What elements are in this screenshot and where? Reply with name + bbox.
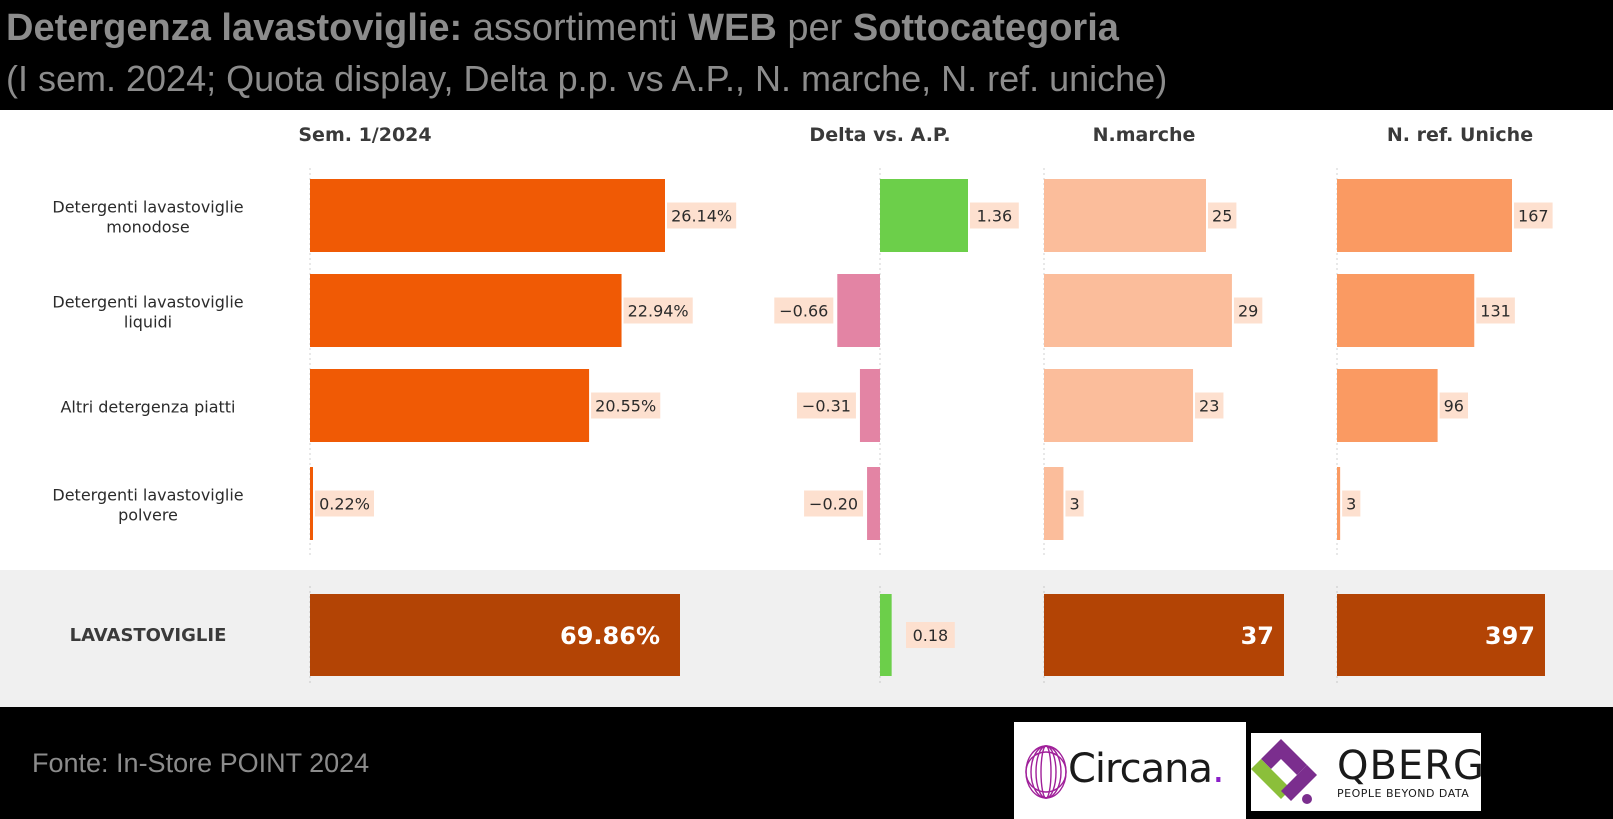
category-label: Altri detergenza piatti bbox=[60, 398, 235, 417]
qberg-tagline: PEOPLE BEYOND DATA bbox=[1337, 787, 1470, 800]
data-label-bg bbox=[1195, 392, 1224, 419]
qberg-wordmark: QBERG bbox=[1337, 743, 1485, 789]
data-label: 96 bbox=[1444, 397, 1464, 416]
data-label-bg bbox=[970, 202, 1019, 229]
source-note: Fonte: In-Store POINT 2024 bbox=[32, 748, 370, 778]
total-bar bbox=[310, 594, 680, 676]
bar bbox=[310, 274, 622, 347]
data-label: 29 bbox=[1238, 302, 1258, 321]
bar bbox=[1337, 179, 1512, 252]
total-value: 69.86% bbox=[560, 622, 660, 650]
total-bar bbox=[880, 594, 892, 676]
bar bbox=[880, 179, 968, 252]
data-label: 20.55% bbox=[595, 397, 656, 416]
data-label-bg bbox=[1208, 202, 1237, 229]
category-label: Detergenti lavastoviglie bbox=[52, 486, 243, 505]
chart-subtitle: (I sem. 2024; Quota display, Delta p.p. … bbox=[6, 58, 1168, 99]
bar bbox=[837, 274, 880, 347]
data-label: 0.22% bbox=[319, 495, 370, 514]
category-label: Detergenti lavastoviglie bbox=[52, 198, 243, 217]
data-label: 25 bbox=[1212, 207, 1232, 226]
circana-icon bbox=[1025, 745, 1067, 799]
data-label: 23 bbox=[1199, 397, 1219, 416]
qberg-logo: QBERG PEOPLE BEYOND DATA bbox=[1251, 733, 1484, 811]
bar bbox=[310, 369, 590, 442]
bar bbox=[310, 467, 313, 540]
data-label-bg bbox=[1233, 297, 1263, 324]
data-label: −0.66 bbox=[779, 302, 828, 321]
total-label: LAVASTOVIGLIE bbox=[70, 625, 227, 646]
data-label: 131 bbox=[1480, 302, 1511, 321]
column-header: N. ref. Uniche bbox=[1387, 124, 1533, 146]
total-value: 37 bbox=[1241, 622, 1274, 650]
bar bbox=[1044, 179, 1206, 252]
bar bbox=[867, 467, 880, 540]
total-bar bbox=[1044, 594, 1284, 676]
bar bbox=[310, 179, 665, 252]
data-label-bg bbox=[315, 490, 374, 517]
data-label-bg bbox=[774, 297, 834, 324]
data-label: 3 bbox=[1069, 495, 1079, 514]
data-label: 3 bbox=[1346, 495, 1356, 514]
column-header: Delta vs. A.P. bbox=[809, 124, 950, 146]
circana-logo: Circana. bbox=[1014, 722, 1246, 819]
data-label: 1.36 bbox=[977, 207, 1013, 226]
total-value: 397 bbox=[1485, 622, 1535, 650]
data-label-bg bbox=[623, 297, 693, 324]
data-label: −0.20 bbox=[809, 495, 858, 514]
category-label: liquidi bbox=[124, 313, 172, 332]
data-label-bg bbox=[804, 490, 864, 517]
data-label: 0.18 bbox=[913, 626, 949, 645]
bar bbox=[1044, 467, 1064, 540]
category-label: polvere bbox=[118, 506, 178, 525]
data-label: 22.94% bbox=[628, 302, 689, 321]
header: Detergenza lavastoviglie: assortimenti W… bbox=[0, 0, 1613, 110]
bar bbox=[859, 369, 880, 442]
column-header: Sem. 1/2024 bbox=[298, 124, 431, 146]
data-label-bg bbox=[1342, 490, 1361, 517]
data-label-bg bbox=[591, 392, 661, 419]
category-label: Detergenti lavastoviglie bbox=[52, 293, 243, 312]
data-label-bg bbox=[667, 202, 737, 229]
bar bbox=[1337, 274, 1475, 347]
data-label-bg bbox=[1439, 392, 1468, 419]
bar bbox=[1337, 369, 1438, 442]
data-label-bg bbox=[1476, 297, 1515, 324]
bar bbox=[1044, 369, 1194, 442]
data-label: 167 bbox=[1518, 207, 1549, 226]
bar bbox=[1044, 274, 1232, 347]
category-label: monodose bbox=[106, 218, 189, 237]
chart-title: Detergenza lavastoviglie: assortimenti W… bbox=[6, 7, 1119, 49]
column-header: N.marche bbox=[1093, 124, 1196, 146]
data-label-bg bbox=[1514, 202, 1553, 229]
bar bbox=[1337, 467, 1341, 540]
data-label-bg bbox=[1065, 490, 1084, 517]
circana-wordmark: Circana. bbox=[1068, 746, 1225, 792]
data-label: 26.14% bbox=[671, 207, 732, 226]
data-label: −0.31 bbox=[802, 397, 851, 416]
total-bar bbox=[1337, 594, 1545, 676]
data-label-bg bbox=[906, 622, 955, 648]
data-label-bg bbox=[796, 392, 856, 419]
qberg-icon bbox=[1251, 739, 1317, 804]
